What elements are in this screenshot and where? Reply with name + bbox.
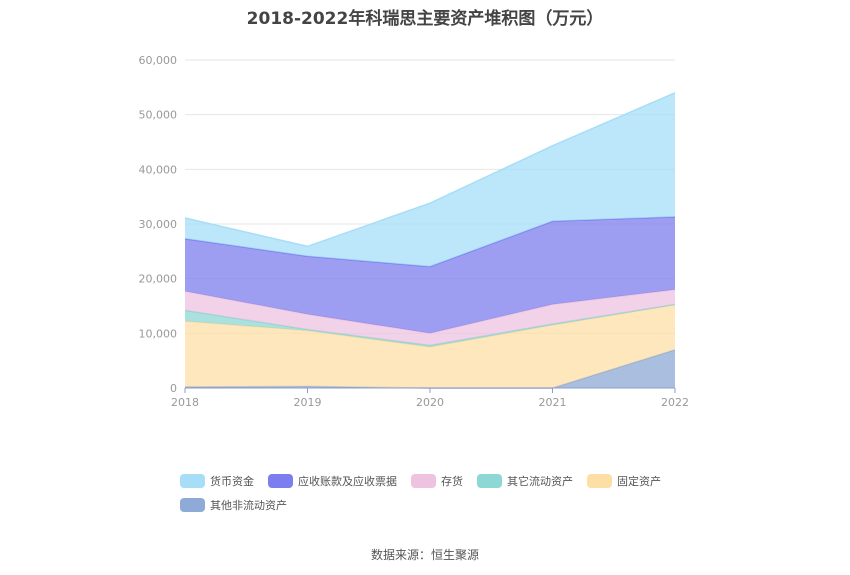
legend-label: 其他非流动资产 bbox=[210, 499, 287, 512]
series-area[interactable] bbox=[185, 92, 675, 267]
series-area[interactable] bbox=[185, 289, 675, 346]
series-area[interactable] bbox=[185, 216, 675, 334]
legend-item-other-current-assets[interactable]: 其它流动资产 bbox=[477, 472, 573, 490]
series-area[interactable] bbox=[185, 349, 675, 388]
legend-label: 固定资产 bbox=[617, 475, 661, 488]
legend-swatch bbox=[268, 474, 293, 488]
y-tick-label: 60,000 bbox=[139, 54, 178, 67]
stacked-area-chart: 0 10,000 20,000 30,000 40,000 50,000 60,000 201… bbox=[139, 54, 690, 409]
legend-swatch bbox=[180, 474, 205, 488]
legend-label: 货币资金 bbox=[210, 475, 254, 488]
legend-item-other-noncurrent-assets[interactable]: 其他非流动资产 bbox=[180, 496, 287, 514]
y-tick-label: 10,000 bbox=[139, 327, 178, 340]
y-tick-label: 20,000 bbox=[139, 273, 178, 286]
x-tick-label: 2021 bbox=[539, 396, 567, 409]
legend-label: 存货 bbox=[441, 475, 463, 488]
legend-label: 其它流动资产 bbox=[507, 475, 573, 488]
legend-swatch bbox=[587, 474, 612, 488]
y-tick-label: 50,000 bbox=[139, 109, 178, 122]
x-tick-label: 2020 bbox=[416, 396, 444, 409]
y-tick-label: 30,000 bbox=[139, 218, 178, 231]
series-line bbox=[184, 92, 676, 248]
legend-item-cash[interactable]: 货币资金 bbox=[180, 472, 254, 490]
legend-item-inventory[interactable]: 存货 bbox=[411, 472, 463, 490]
x-tick-label: 2018 bbox=[171, 396, 199, 409]
legend-item-fixed-assets[interactable]: 固定资产 bbox=[587, 472, 661, 490]
chart-title: 2018-2022年科瑞思主要资产堆积图（万元） bbox=[246, 9, 604, 29]
legend: 货币资金 应收账款及应收票据 存货 其它流动资产 固定资产 其他非流动资产 bbox=[180, 472, 700, 514]
legend-swatch bbox=[411, 474, 436, 488]
y-tick-label: 0 bbox=[170, 382, 177, 395]
legend-swatch bbox=[477, 474, 502, 488]
x-tick-label: 2022 bbox=[661, 396, 689, 409]
legend-label: 应收账款及应收票据 bbox=[298, 475, 397, 488]
legend-item-receivables[interactable]: 应收账款及应收票据 bbox=[268, 472, 397, 490]
x-tick-label: 2019 bbox=[294, 396, 322, 409]
legend-swatch bbox=[180, 498, 205, 512]
data-source: 数据来源：恒生聚源 bbox=[370, 548, 479, 562]
y-tick-label: 40,000 bbox=[139, 163, 178, 176]
